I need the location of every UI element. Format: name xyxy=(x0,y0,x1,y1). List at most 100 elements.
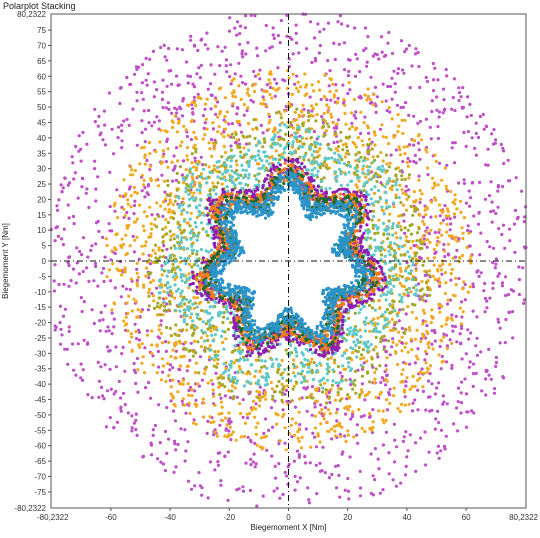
data-point xyxy=(229,159,233,163)
data-point xyxy=(229,359,233,363)
data-point xyxy=(398,410,402,414)
data-point xyxy=(369,236,373,240)
data-point xyxy=(319,97,323,102)
data-point xyxy=(445,222,449,226)
data-point xyxy=(121,242,126,247)
data-point xyxy=(186,256,190,260)
data-point xyxy=(333,398,337,402)
data-point xyxy=(333,358,337,362)
data-point xyxy=(433,196,437,200)
data-point xyxy=(395,224,399,228)
data-point xyxy=(376,322,380,326)
data-point xyxy=(191,82,195,86)
data-point xyxy=(482,127,486,131)
data-point xyxy=(315,363,319,367)
data-point xyxy=(293,488,297,492)
data-point xyxy=(252,69,256,74)
data-point xyxy=(379,197,383,201)
data-point xyxy=(414,354,418,358)
data-point xyxy=(323,406,327,410)
data-point xyxy=(395,188,399,192)
data-point xyxy=(309,161,313,165)
data-point xyxy=(346,408,351,412)
data-point xyxy=(461,231,465,235)
data-point xyxy=(373,143,377,147)
data-point xyxy=(357,407,361,412)
data-point xyxy=(203,121,207,125)
data-point xyxy=(120,352,124,356)
data-point xyxy=(228,75,232,79)
data-point xyxy=(363,26,368,30)
data-point xyxy=(517,292,522,297)
data-point xyxy=(291,140,295,144)
data-point xyxy=(292,358,296,362)
data-point xyxy=(345,163,349,167)
data-point xyxy=(344,151,348,155)
data-point xyxy=(94,264,98,269)
data-point xyxy=(136,275,141,279)
data-point xyxy=(296,371,300,376)
data-point xyxy=(355,433,359,437)
data-point xyxy=(399,253,403,257)
data-point xyxy=(282,147,286,151)
data-point xyxy=(427,340,431,344)
data-point xyxy=(242,358,246,362)
data-point xyxy=(253,154,257,159)
data-point xyxy=(85,266,89,270)
data-point xyxy=(168,368,172,372)
data-point xyxy=(304,427,308,431)
data-point xyxy=(209,420,213,425)
data-point xyxy=(225,304,229,308)
data-point xyxy=(338,167,342,172)
data-point xyxy=(208,415,212,419)
data-point xyxy=(507,310,512,314)
data-point xyxy=(377,245,381,249)
data-point xyxy=(390,310,394,314)
data-point xyxy=(189,237,193,241)
data-point xyxy=(421,335,425,339)
data-point xyxy=(476,222,481,226)
data-point xyxy=(219,86,223,90)
data-point xyxy=(115,232,119,236)
data-point xyxy=(92,279,96,283)
data-point xyxy=(418,119,423,123)
data-point xyxy=(86,341,90,345)
data-point xyxy=(165,302,169,306)
data-point xyxy=(431,89,436,93)
data-point xyxy=(266,154,270,158)
data-point xyxy=(229,365,233,369)
data-point xyxy=(210,248,214,252)
data-point xyxy=(110,308,114,312)
data-point xyxy=(143,195,147,199)
data-point xyxy=(145,158,149,162)
data-point xyxy=(277,462,281,466)
data-point xyxy=(419,295,423,299)
data-point xyxy=(110,249,114,253)
data-point xyxy=(394,180,398,184)
data-point xyxy=(349,367,354,371)
data-point xyxy=(413,254,417,258)
data-point xyxy=(285,86,290,90)
data-point xyxy=(373,249,377,253)
data-point xyxy=(430,329,434,333)
data-point xyxy=(171,179,175,183)
data-point xyxy=(453,141,457,145)
data-point xyxy=(271,397,275,401)
data-point xyxy=(440,304,444,309)
data-point xyxy=(445,207,450,211)
data-point xyxy=(318,166,322,170)
data-point xyxy=(452,422,456,426)
data-point xyxy=(302,158,306,162)
data-point xyxy=(193,221,197,225)
data-point xyxy=(177,328,181,332)
data-point xyxy=(384,350,388,354)
data-point xyxy=(384,298,388,302)
data-point xyxy=(194,168,198,172)
data-point xyxy=(193,143,197,147)
data-point xyxy=(274,422,279,426)
data-point xyxy=(207,165,211,169)
data-point xyxy=(467,231,471,235)
data-point xyxy=(142,178,146,182)
data-point xyxy=(452,212,457,216)
data-point xyxy=(182,320,186,324)
